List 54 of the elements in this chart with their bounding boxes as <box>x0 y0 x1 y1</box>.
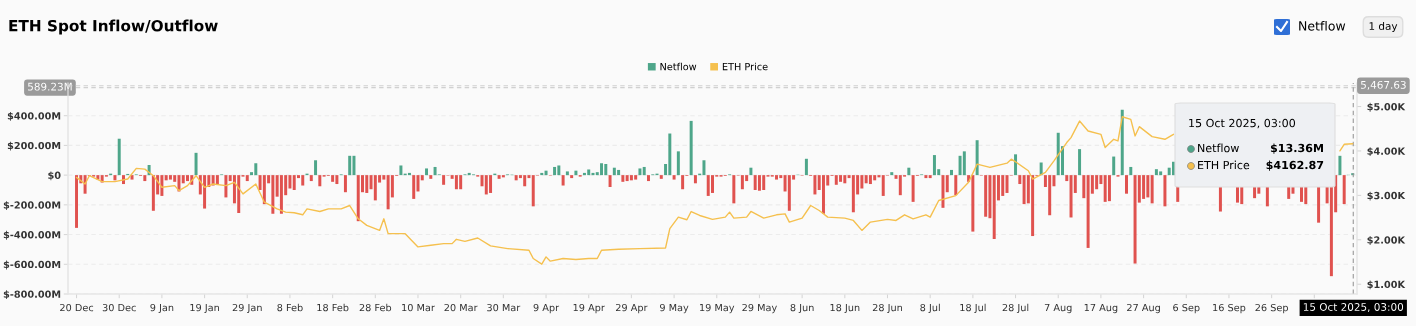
x-tick-label: 26 Sep <box>1255 303 1288 314</box>
y-tick-label: $-600.00M <box>3 260 61 270</box>
x-tick-label: 9 Apr <box>533 303 560 314</box>
x-tick-label: 30 Mar <box>487 303 521 312</box>
x-tick-label: 18 Jun <box>830 303 860 314</box>
annotation: $13.36M <box>1270 143 1323 154</box>
annotation: Netflow <box>1198 143 1239 153</box>
x-tick-label: 27 Aug <box>1127 303 1160 314</box>
x-tick-label: 16 Sep <box>1213 303 1246 314</box>
ref-line-label: 5,467.63 <box>1361 80 1406 90</box>
x-tick-label: 30 Dec <box>102 303 136 312</box>
x-tick-label: 19 Apr <box>573 303 605 314</box>
x-tick-label: 28 Jul <box>1002 303 1029 314</box>
x-tick-label: 29 Apr <box>615 303 648 314</box>
y-tick-label: $-200.00M <box>3 201 61 210</box>
chart-title: ETH Spot Inflow/Outflow <box>9 19 218 35</box>
x-tick-label: 20 Mar <box>444 303 478 312</box>
x-tick-label: 10 Mar <box>402 303 435 312</box>
x-tick-label: 20 Dec <box>60 303 94 312</box>
annotation: ETH Price <box>1198 160 1250 170</box>
ref-line-label: 589.23M <box>28 82 72 91</box>
x-tick-label: 8 Jul <box>920 303 940 314</box>
annotation: 15 Oct 2025, 03:00 <box>1189 118 1296 129</box>
x-tick-label: 9 May <box>660 303 689 314</box>
x-tick-label: 8 Jun <box>790 303 814 314</box>
y2-tick-label: $1.00K <box>1367 280 1406 290</box>
y-tick-label: $200.00M <box>7 141 61 151</box>
legend-label: Netflow <box>660 62 697 71</box>
y-tick-label: $-400.00M <box>3 230 61 240</box>
y-tick-label: $0 <box>48 171 61 181</box>
x-tick-label: 28 Feb <box>359 303 392 312</box>
x-tick-label: 9 Jan <box>150 303 174 314</box>
y-tick-label: $400.00M <box>7 112 61 121</box>
x-tick-label: 29 May <box>742 303 777 314</box>
y-tick-label: $-800.00M <box>3 290 61 300</box>
x-tick-label: 7 Aug <box>1044 304 1072 314</box>
x-tick-label: 6 Sep <box>1173 303 1200 314</box>
text: Netflow <box>1299 20 1346 31</box>
legend-label: ETH Price <box>722 62 768 71</box>
text: 1 day <box>1369 21 1398 33</box>
y2-tick-label: $5.00K <box>1367 102 1406 112</box>
x-tick-label: 28 Jun <box>872 303 902 314</box>
y2-tick-label: $4.00K <box>1367 147 1406 157</box>
x-tick-label: 17 Aug <box>1084 304 1118 314</box>
y2-tick-label: $3.00K <box>1367 191 1406 201</box>
x-tick-label: 18 Feb <box>317 303 349 312</box>
x-tick-label: 19 May <box>700 303 735 314</box>
x-tick-label: 18 Jul <box>960 303 986 314</box>
y2-tick-label: $2.00K <box>1367 236 1406 245</box>
x-tick-label: 8 Feb <box>277 303 303 312</box>
annotation: $4162.87 <box>1266 160 1324 171</box>
x-tick-label: 29 Jan <box>232 303 262 314</box>
x-tick-label: 19 Jan <box>190 303 219 314</box>
ref-line-label: 15 Oct 2025, 03:00 <box>1303 303 1404 312</box>
